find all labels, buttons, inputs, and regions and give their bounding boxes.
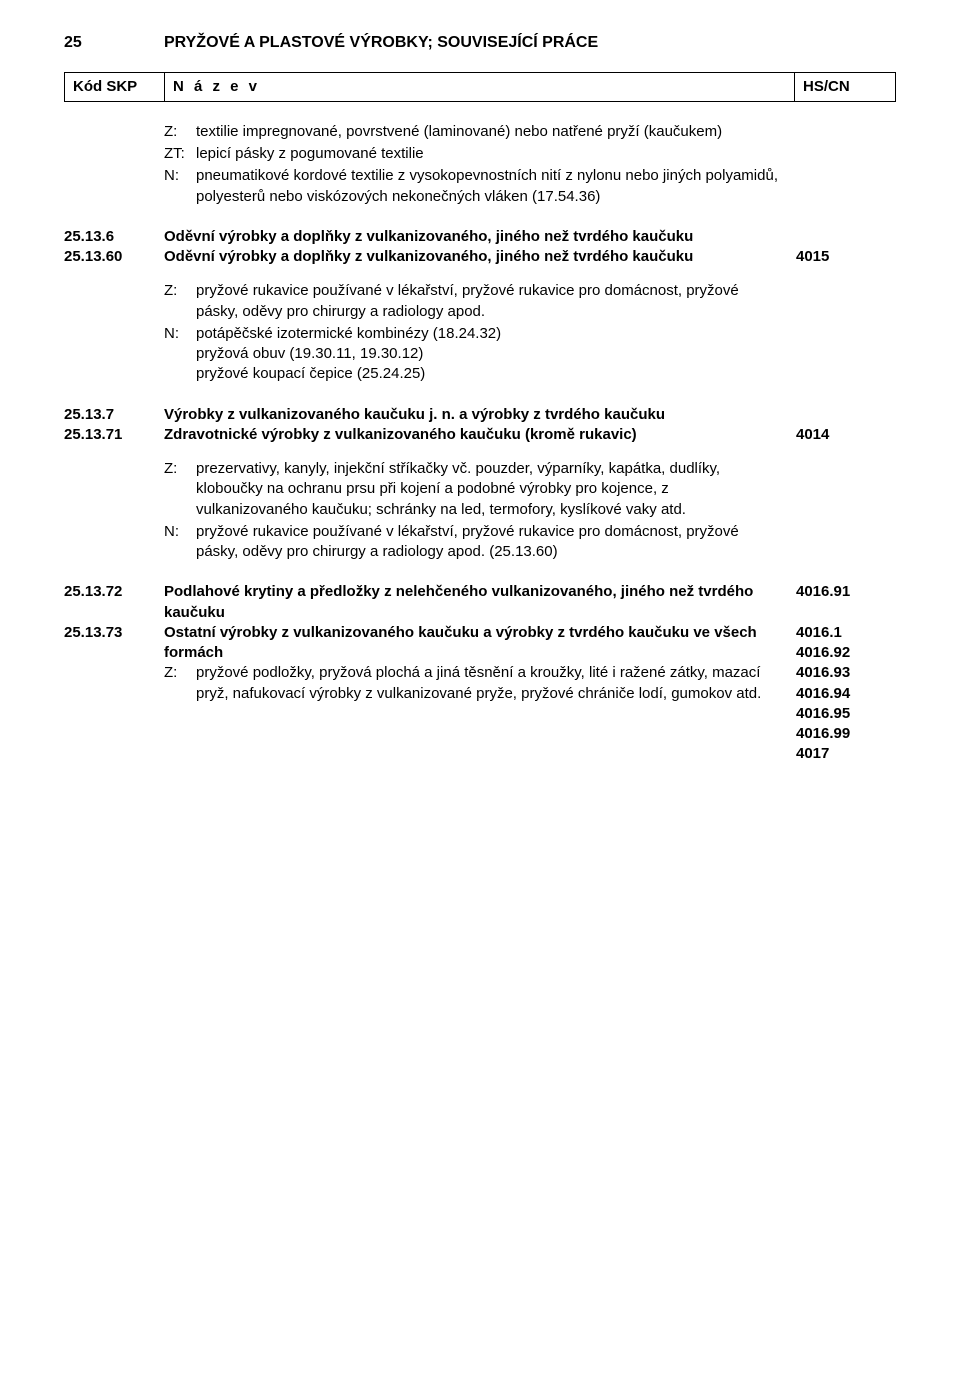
page-header: 25 PRYŽOVÉ A PLASTOVÉ VÝROBKY; SOUVISEJÍ… — [64, 32, 896, 54]
notes-25-13-60: Z: pryžové rukavice používané v lékařstv… — [64, 281, 896, 386]
z-text-25-13-60: pryžové rukavice používané v lékařství, … — [196, 281, 784, 322]
z-text-25-13-71: prezervativy, kanyly, injekční stříkačky… — [196, 459, 784, 520]
note-z: Z: textilie impregnované, povrstvené (la… — [164, 122, 784, 142]
hs6-25-13-73: 4016.99 — [796, 724, 896, 744]
row-25-13-73: 25.13.73 Ostatní výrobky z vulkanizované… — [64, 623, 896, 664]
hs1-25-13-73: 4016.1 — [796, 623, 896, 643]
hs7-25-13-73: 4017 — [796, 744, 896, 764]
note-z-text: textilie impregnované, povrstvené (lamin… — [196, 122, 784, 142]
code-25-13-6: 25.13.6 — [64, 227, 164, 247]
note-n: N: pneumatikové kordové textilie z vysok… — [164, 166, 784, 207]
row-25-13-71: 25.13.71 Zdravotnické výrobky z vulkaniz… — [64, 425, 896, 445]
z-25-13-60: Z: pryžové rukavice používané v lékařstv… — [164, 281, 784, 322]
hs-25-13-71: 4014 — [796, 425, 896, 445]
z-25-13-71: Z: prezervativy, kanyly, injekční stříka… — [164, 459, 784, 520]
note-zt: ZT: lepicí pásky z pogumované textilie — [164, 144, 784, 164]
hs3-25-13-73: 4016.93 — [796, 663, 896, 683]
notes-25-13-71: Z: prezervativy, kanyly, injekční stříka… — [64, 459, 896, 564]
n-line3-25-13-60: pryžové koupací čepice (25.24.25) — [196, 364, 784, 384]
col-kod: Kód SKP — [65, 73, 165, 101]
hs-25-13-60: 4015 — [796, 247, 896, 267]
column-header-row: Kód SKP N á z e v HS/CN — [64, 72, 896, 102]
col-nazev: N á z e v — [165, 73, 795, 101]
hs4-25-13-73: 4016.94 — [796, 684, 896, 704]
z-label-25-13-60: Z: — [164, 281, 196, 322]
code-25-13-73: 25.13.73 — [64, 623, 164, 643]
z-text-25-13-73: pryžové podložky, pryžová plochá a jiná … — [196, 663, 784, 704]
title-25-13-6: Oděvní výrobky a doplňky z vulkanizované… — [164, 227, 796, 247]
code-25-13-72: 25.13.72 — [64, 582, 164, 602]
n-label-25-13-71: N: — [164, 522, 196, 563]
hs2-25-13-73: 4016.92 — [796, 643, 896, 663]
n-25-13-60: N: potápěčské izotermické kombinézy (18.… — [164, 324, 784, 385]
note-zt-text: lepicí pásky z pogumované textilie — [196, 144, 784, 164]
code-25-13-60: 25.13.60 — [64, 247, 164, 267]
intro-notes: Z: textilie impregnované, povrstvené (la… — [64, 122, 896, 209]
n-label-25-13-60: N: — [164, 324, 196, 385]
title-25-13-7: Výrobky z vulkanizovaného kaučuku j. n. … — [164, 405, 796, 425]
z-label-25-13-73: Z: — [164, 663, 196, 704]
row-25-13-7: 25.13.7 Výrobky z vulkanizovaného kaučuk… — [64, 405, 896, 425]
note-n-label: N: — [164, 166, 196, 207]
title-25-13-73: Ostatní výrobky z vulkanizovaného kaučuk… — [164, 623, 796, 664]
notes-25-13-73: Z: pryžové podložky, pryžová plochá a ji… — [64, 663, 896, 764]
n-line1-25-13-60: potápěčské izotermické kombinézy (18.24.… — [196, 324, 784, 344]
code-25-13-7: 25.13.7 — [64, 405, 164, 425]
z-label-25-13-71: Z: — [164, 459, 196, 520]
header-code: 25 — [64, 32, 164, 54]
note-zt-label: ZT: — [164, 144, 196, 164]
note-z-label: Z: — [164, 122, 196, 142]
code-25-13-71: 25.13.71 — [64, 425, 164, 445]
note-n-text: pneumatikové kordové textilie z vysokope… — [196, 166, 784, 207]
title-25-13-72: Podlahové krytiny a předložky z nelehčen… — [164, 582, 796, 623]
n-text-25-13-71: pryžové rukavice používané v lékařství, … — [196, 522, 784, 563]
title-25-13-71: Zdravotnické výrobky z vulkanizovaného k… — [164, 425, 796, 445]
col-hscn: HS/CN — [795, 73, 895, 101]
n-line2-25-13-60: pryžová obuv (19.30.11, 19.30.12) — [196, 344, 784, 364]
row-25-13-60: 25.13.60 Oděvní výrobky a doplňky z vulk… — [64, 247, 896, 267]
row-25-13-6: 25.13.6 Oděvní výrobky a doplňky z vulka… — [64, 227, 896, 247]
hs-25-13-72: 4016.91 — [796, 582, 896, 602]
title-25-13-60: Oděvní výrobky a doplňky z vulkanizované… — [164, 247, 796, 267]
hs5-25-13-73: 4016.95 — [796, 704, 896, 724]
n-25-13-71: N: pryžové rukavice používané v lékařstv… — [164, 522, 784, 563]
header-title: PRYŽOVÉ A PLASTOVÉ VÝROBKY; SOUVISEJÍCÍ … — [164, 32, 598, 54]
z-25-13-73: Z: pryžové podložky, pryžová plochá a ji… — [164, 663, 784, 704]
row-25-13-72: 25.13.72 Podlahové krytiny a předložky z… — [64, 582, 896, 623]
